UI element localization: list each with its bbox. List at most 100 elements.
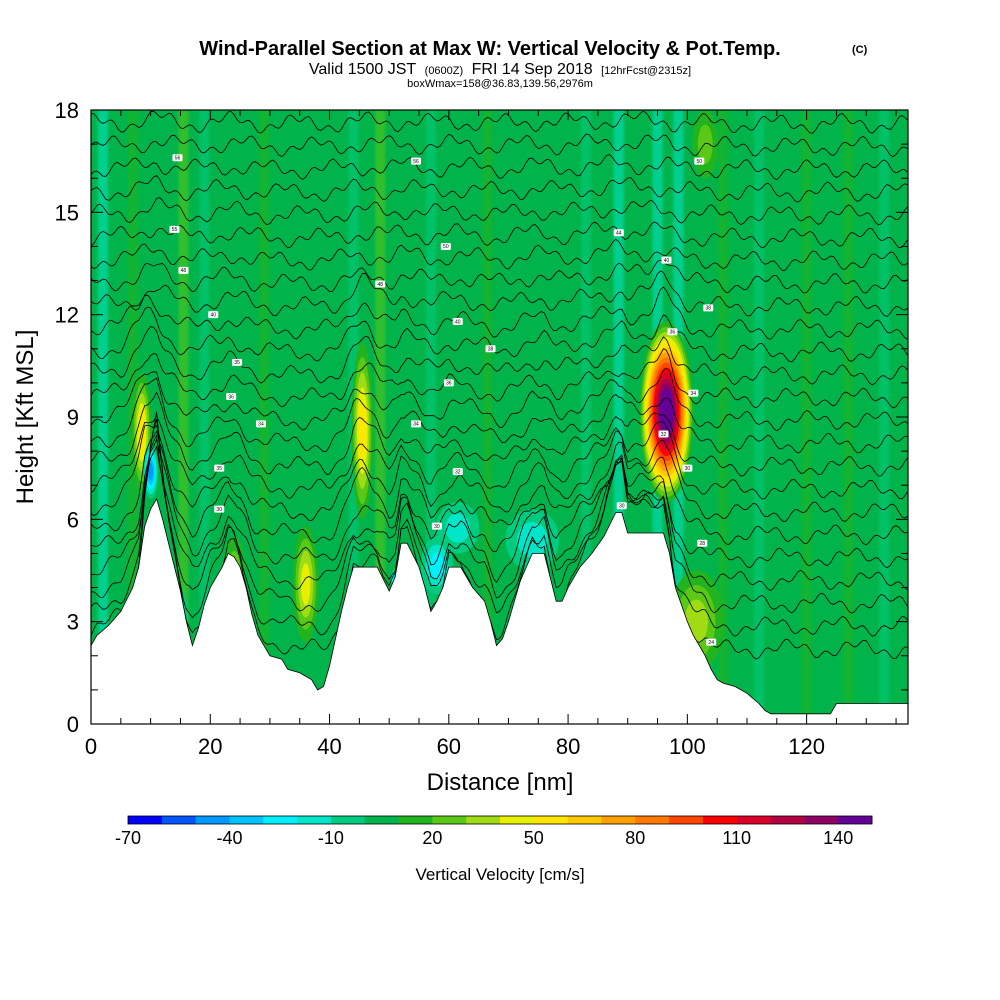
colorbar-swatch: [229, 816, 264, 824]
colorbar: -70 -40 -10 20 50 80 110 140: [115, 815, 873, 848]
y-tick-label: 6: [67, 507, 79, 532]
colorbar-swatch: [195, 816, 230, 824]
isentrope-label: 30: [616, 502, 627, 509]
velocity-streak: [199, 110, 210, 724]
colorbar-swatch: [297, 816, 332, 824]
isentrope-line: [91, 348, 908, 409]
isentrope-label: 36: [226, 393, 237, 400]
y-tick-label: 12: [55, 303, 79, 328]
velocity-streak: [843, 110, 854, 724]
isentrope-line: [91, 438, 908, 569]
velocity-streak: [718, 110, 729, 724]
x-tick-label: 100: [669, 734, 706, 759]
isentrope-line: [91, 445, 908, 591]
isentrope-label: 40: [208, 311, 219, 318]
isentrope-lines: [91, 110, 908, 660]
isentrope-line: [91, 377, 908, 454]
downdraft-cell: [429, 552, 444, 578]
copyright-mark: (C): [852, 44, 868, 56]
colorbar-title: Vertical Velocity [cm/s]: [415, 865, 584, 884]
colorbar-tick-label: 80: [625, 828, 645, 848]
isentrope-label: 40: [452, 317, 463, 325]
plot-area: 56 55 48 40 35 36 34 35 30 56 50 48 40 38 36 34 32 30 44 40…: [91, 110, 908, 724]
colorbar-swatch: [770, 816, 805, 824]
updraft-cell: [301, 563, 311, 606]
isentrope-line: [91, 270, 908, 317]
colorbar-swatch: [736, 816, 771, 824]
isentrope-label-text: 40: [210, 312, 216, 318]
x-tick-label: 20: [198, 734, 222, 759]
isentrope-label-text: 56: [413, 159, 419, 165]
isentrope-label: 36: [443, 379, 454, 387]
colorbar-swatch: [432, 816, 467, 824]
colorbar-frame: [127, 815, 873, 825]
colorbar-swatch: [838, 816, 873, 824]
isentrope-line: [91, 424, 908, 522]
isentrope-label-text: 32: [661, 432, 667, 438]
isentrope-label-text: 32: [455, 469, 461, 475]
colorbar-swatch: [263, 816, 298, 824]
colorbar-swatch: [500, 816, 535, 824]
isentrope-label-text: 38: [705, 306, 711, 312]
isentrope-line: [91, 414, 908, 500]
isentrope-line: [91, 286, 908, 340]
colorbar-swatch: [669, 816, 704, 824]
x-tick-label: 40: [317, 734, 341, 759]
colorbar-tick-label: 50: [524, 828, 544, 848]
colorbar-swatch: [161, 816, 197, 824]
isentrope-label: 38: [485, 345, 496, 353]
isentrope-label: 48: [178, 266, 189, 274]
isentrope-label-text: 30: [685, 466, 691, 472]
isentrope-label-text: 36: [446, 381, 452, 387]
velocity-streak: [753, 110, 764, 724]
isentrope-label: 44: [613, 229, 624, 237]
isentrope-line: [91, 434, 908, 614]
isentrope-label: 34: [411, 420, 422, 428]
velocity-streak: [375, 110, 386, 724]
isentrope-label-text: 34: [258, 422, 264, 428]
colorbar-swatch: [330, 816, 366, 824]
isentrope-label: 35: [214, 464, 225, 472]
box-max-info: boxWmax=158@36.83,139.56,2976m: [407, 78, 593, 90]
isentrope-line: [91, 306, 908, 363]
colorbar-swatch: [601, 816, 636, 824]
isentrope-line: [91, 221, 908, 249]
colorbar-swatch: [702, 816, 738, 824]
valid-date: FRI 14 Sep 2018: [472, 61, 593, 78]
isentrope-label-text: 48: [377, 282, 383, 288]
isentrope-label: 38: [703, 304, 714, 312]
y-axis-title: Height [Kft MSL]: [12, 330, 39, 505]
y-tick-label: 18: [55, 98, 79, 123]
isentrope-line: [91, 197, 908, 226]
isentrope-label: 55: [169, 225, 180, 233]
colorbar-swatch: [398, 816, 433, 824]
isentrope-label-text: 24: [708, 640, 714, 646]
isentrope-label-text: 30: [216, 507, 222, 513]
y-tick-label: 0: [67, 712, 79, 737]
isentrope-label: 34: [688, 389, 699, 397]
isentrope-line: [91, 430, 908, 546]
updraft-cell: [697, 124, 713, 164]
x-axis: 0 20 40 60 80 100 120: [85, 110, 897, 759]
velocity-streak: [425, 110, 436, 724]
isentrope-label-text: 30: [434, 524, 440, 530]
isentrope-label-text: 55: [172, 227, 178, 233]
isentrope-label-text: 28: [699, 541, 705, 547]
colorbar-tick-label: -70: [115, 828, 141, 848]
velocity-streak: [482, 110, 493, 724]
chart-subtitle: Valid 1500 JST (0600Z) FRI 14 Sep 2018 […: [309, 61, 691, 78]
colorbar-tick-label: -10: [318, 828, 344, 848]
isentrope-line: [91, 238, 908, 272]
colorbar-swatch: [364, 816, 399, 824]
colorbar-swatch: [567, 816, 602, 824]
isentrope-label-text: 40: [455, 319, 461, 325]
isentrope-label-text: 40: [664, 258, 670, 264]
isentrope-line: [91, 154, 908, 180]
isentrope-line: [91, 391, 908, 477]
x-axis-title: Distance [nm]: [427, 769, 574, 796]
isentrope-label: 48: [375, 280, 386, 288]
downdraft-cell: [148, 462, 154, 481]
velocity-streak: [879, 110, 890, 724]
